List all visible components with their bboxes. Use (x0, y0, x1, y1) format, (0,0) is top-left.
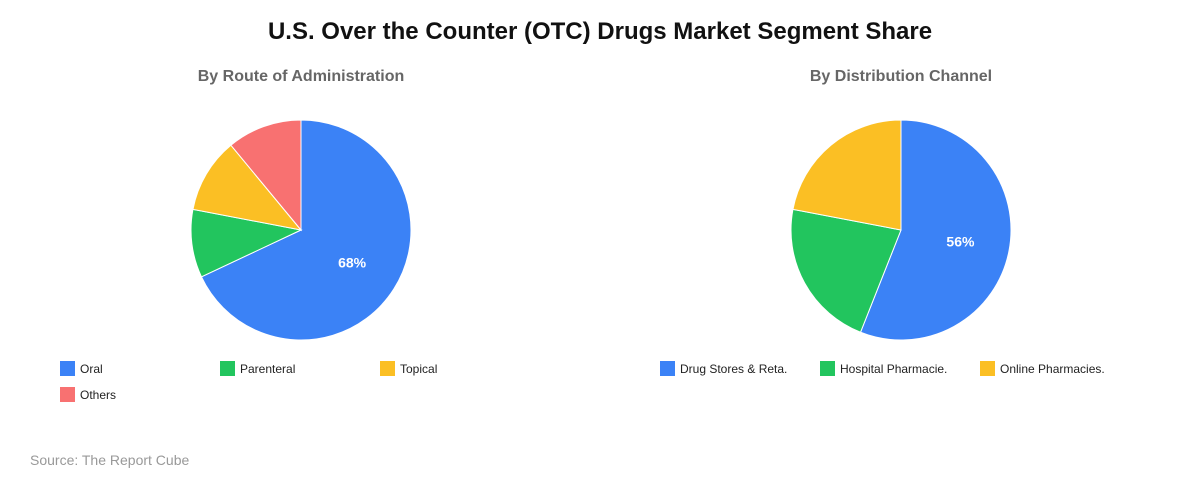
pie-slice-topical[interactable] (192, 144, 303, 231)
pie-slice-hospital-pharmacie[interactable] (790, 208, 902, 333)
legend-item-drug-stores-reta[interactable]: Drug Stores & Reta. (660, 361, 787, 376)
chart-title: U.S. Over the Counter (OTC) Drugs Market… (267, 18, 933, 45)
legend-swatch (980, 361, 995, 376)
legend-label: Oral (80, 361, 103, 376)
legend-swatch (380, 361, 395, 376)
pie-slice-oral[interactable] (200, 119, 412, 341)
legend-item-online-pharmacies[interactable]: Online Pharmacies. (980, 361, 1105, 376)
pie-slice-online-pharmacies[interactable] (792, 119, 902, 231)
legend-item-parenteral[interactable]: Parenteral (220, 361, 295, 376)
right-chart-subtitle: By Distribution Channel (809, 68, 993, 85)
data-label-oral: 68% (338, 254, 367, 270)
legend-swatch (220, 361, 235, 376)
legend-label: Drug Stores & Reta. (680, 361, 788, 376)
channel-pie-chart: 56% (790, 119, 1012, 341)
legend-swatch (660, 361, 675, 376)
legend-item-topical[interactable]: Topical (380, 361, 437, 376)
legend-label: Online Pharmacies. (1000, 361, 1105, 376)
legend-item-oral[interactable]: Oral (60, 361, 103, 376)
left-chart-subtitle: By Route of Administration (197, 68, 405, 85)
legend-label: Topical (400, 361, 438, 376)
legend-item-others[interactable]: Others (60, 387, 116, 402)
legend-swatch (60, 361, 75, 376)
legend-item-hospital-pharmacie[interactable]: Hospital Pharmacie. (820, 361, 947, 376)
legend-swatch (60, 387, 75, 402)
pie-slice-drug-stores-reta[interactable] (859, 119, 1012, 341)
legend-label: Parenteral (240, 361, 296, 376)
legend-label: Hospital Pharmacie. (840, 361, 948, 376)
data-label-drug-stores-reta: 56% (946, 233, 975, 249)
source-note: Source: The Report Cube (30, 452, 190, 468)
legend-swatch (820, 361, 835, 376)
pie-slice-others[interactable] (230, 119, 302, 232)
legend-label: Others (80, 387, 117, 402)
route-pie-chart: 68% (190, 119, 412, 341)
